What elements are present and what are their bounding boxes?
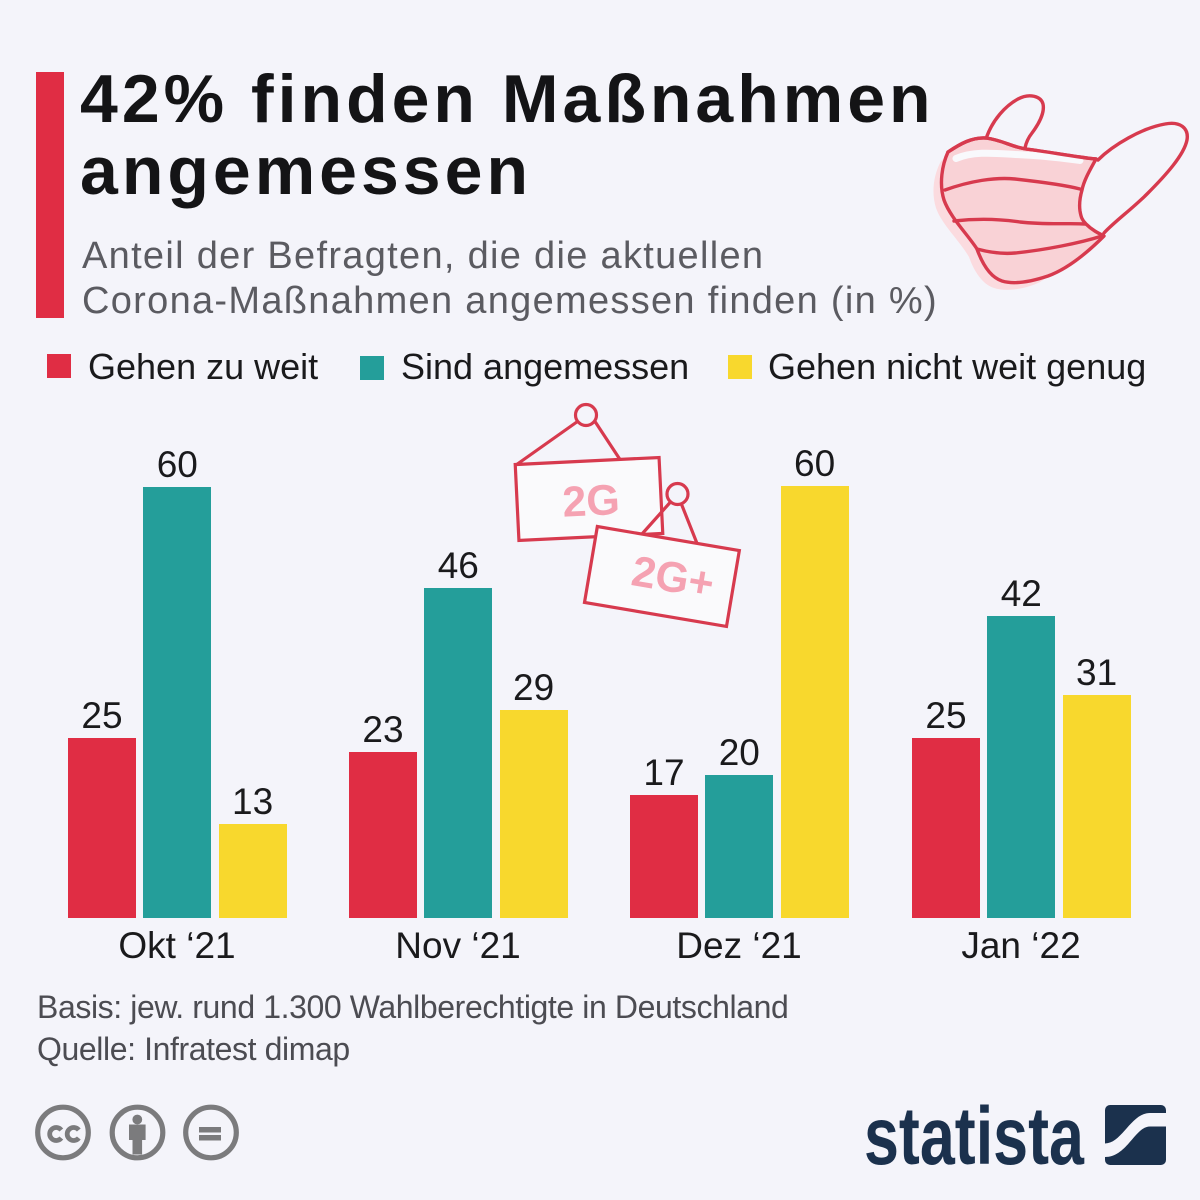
svg-text:2G: 2G [561,476,621,527]
